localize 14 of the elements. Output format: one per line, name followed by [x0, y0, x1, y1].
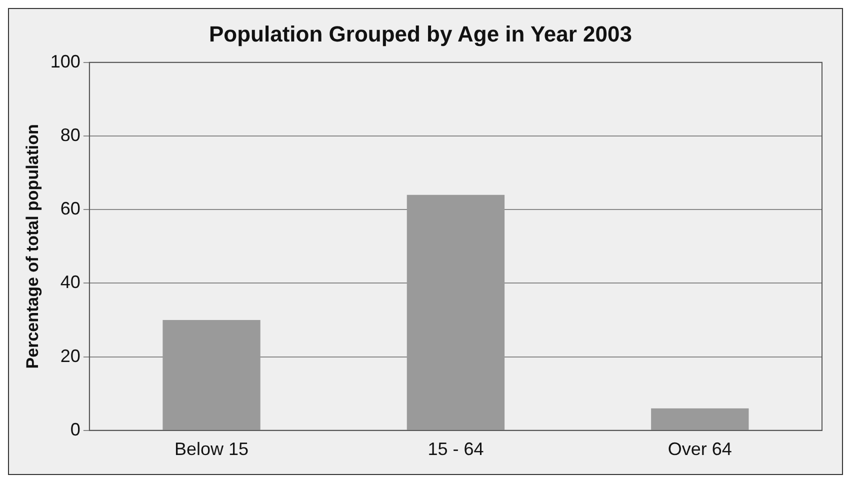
bar	[162, 320, 260, 430]
bar	[651, 408, 749, 430]
x-tick-label: Below 15	[174, 439, 249, 460]
y-tick-label: 40	[60, 272, 80, 292]
y-tick-label: 20	[60, 346, 80, 366]
bar	[406, 194, 505, 430]
y-tick-label: 0	[70, 419, 80, 440]
chart-title: Population Grouped by Age in Year 2003	[209, 21, 632, 46]
y-tick-label: 80	[60, 124, 80, 145]
x-tick-label: Over 64	[668, 439, 732, 460]
x-tick-label: 15 - 64	[428, 439, 484, 460]
y-axis-title: Percentage of total population	[22, 124, 42, 369]
y-tick-label: 60	[60, 198, 80, 219]
y-tick-label: 100	[50, 51, 80, 72]
